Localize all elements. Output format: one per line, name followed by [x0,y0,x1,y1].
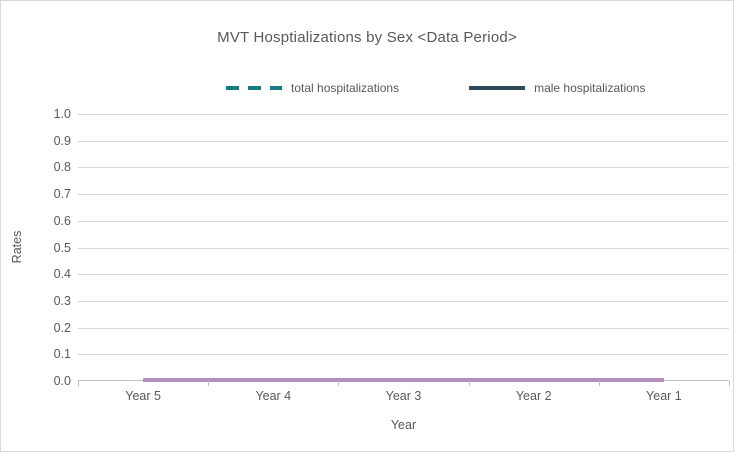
y-tick-label: 1.0 [53,107,71,121]
gridline [78,248,729,249]
gridline [78,141,729,142]
gridline [78,114,729,115]
legend-item-total-hospitalizations: total hospitalizations [226,81,399,95]
gridline [78,221,729,222]
y-tick-label: 0.4 [53,267,71,281]
legend: total hospitalizations male hospitalizat… [226,81,645,95]
gridline [78,328,729,329]
legend-item-male-hospitalizations: male hospitalizations [469,81,645,95]
gridline [78,301,729,302]
y-tick-label: 0.2 [53,321,71,335]
x-axis-tick [599,381,600,386]
legend-label: male hospitalizations [534,81,646,95]
y-tick-label: 0.3 [53,294,71,308]
y-tick-label: 0.6 [53,214,71,228]
dashed-line-swatch-icon [226,86,282,90]
legend-label: total hospitalizations [291,81,400,95]
gridline [78,354,729,355]
x-tick-label: Year 3 [385,389,422,403]
y-tick-label: 0.0 [53,374,71,388]
y-tick-label: 0.9 [53,134,71,148]
y-tick-label: 0.7 [53,187,71,201]
x-axis-tick [469,381,470,386]
y-tick-label: 0.8 [53,160,71,174]
solid-line-swatch-icon [469,86,526,90]
x-tick-label: Year 4 [255,389,292,403]
plotted-series-line [143,378,664,382]
x-axis-tick [208,381,209,386]
gridline [78,194,729,195]
x-axis-title: Year [390,418,417,432]
plot-area [78,114,729,382]
x-tick-label: Year 2 [515,389,552,403]
x-axis-tick [78,381,79,386]
chart-title: MVT Hosptializations by Sex <Data Period… [217,29,517,46]
x-tick-label: Year 5 [125,389,161,403]
y-tick-label: 0.5 [53,241,71,255]
x-axis-tick [338,381,339,386]
x-tick-label: Year 1 [646,389,682,403]
gridline [78,167,729,168]
gridline [78,274,729,275]
x-axis-tick [729,381,730,386]
y-tick-label: 0.1 [53,347,71,361]
